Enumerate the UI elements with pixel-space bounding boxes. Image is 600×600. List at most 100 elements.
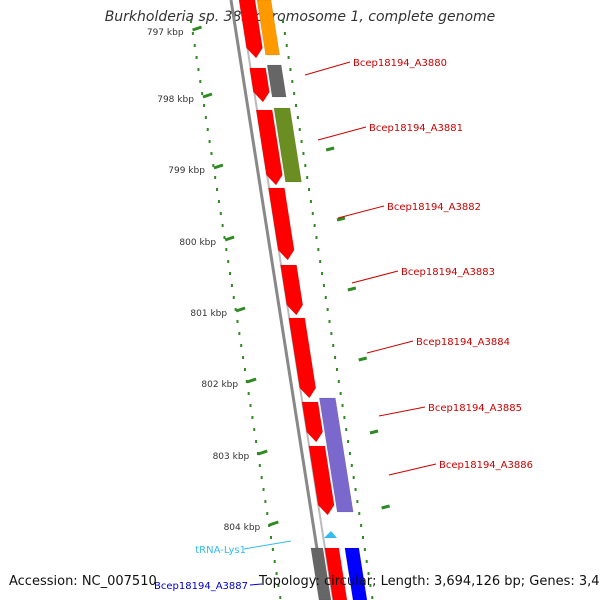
ruler-dot bbox=[195, 56, 198, 59]
ruler-dot bbox=[253, 428, 256, 431]
minor-tick-dot bbox=[334, 356, 337, 359]
minor-tick-dot bbox=[295, 104, 298, 107]
gene-label: Bcep18194_A3880 bbox=[353, 58, 447, 69]
gene-label: Bcep18194_A3882 bbox=[387, 202, 481, 213]
ruler-dot bbox=[191, 32, 194, 35]
minor-tick-dot bbox=[330, 332, 333, 335]
trna-marker bbox=[324, 531, 337, 538]
accession-text: Accession: NC_007510 bbox=[9, 574, 157, 589]
major-tick bbox=[257, 449, 268, 456]
minor-tick-dot bbox=[291, 80, 294, 83]
gene-arrow bbox=[255, 109, 283, 186]
ruler-dot bbox=[249, 404, 252, 407]
label-leader-line bbox=[351, 270, 399, 284]
ruler-dot bbox=[242, 356, 245, 359]
tick-label: 802 kbp bbox=[201, 380, 238, 390]
major-tick bbox=[192, 25, 203, 32]
minor-tick-dot bbox=[326, 308, 329, 311]
major-tick bbox=[235, 306, 246, 313]
ruler-dot bbox=[262, 488, 265, 491]
label-leader-line bbox=[337, 205, 385, 219]
minor-tick-dot bbox=[360, 524, 363, 527]
ruler-dot bbox=[217, 200, 220, 203]
ruler-dot bbox=[204, 116, 207, 119]
genome-summary-text: Topology: circular; Length: 3,694,126 bp… bbox=[259, 574, 600, 589]
gene-arrow bbox=[301, 401, 323, 443]
minor-tick-dot bbox=[337, 380, 340, 383]
major-tick-right bbox=[358, 356, 368, 362]
minor-tick-dot bbox=[309, 200, 312, 203]
gene-label: tRNA-Lys1 bbox=[195, 545, 246, 556]
minor-tick-dot bbox=[369, 584, 372, 587]
label-leader-line bbox=[304, 61, 351, 76]
minor-tick-dot bbox=[367, 572, 370, 575]
tick-label: 800 kbp bbox=[179, 238, 216, 248]
gene-arrow-highlight bbox=[344, 547, 368, 600]
ruler-dot bbox=[271, 548, 274, 551]
minor-tick-dot bbox=[293, 92, 296, 95]
ruler-dot bbox=[251, 416, 254, 419]
major-tick bbox=[213, 163, 224, 170]
minor-tick-dot bbox=[354, 488, 357, 491]
minor-tick-dot bbox=[361, 536, 364, 539]
gene-box bbox=[273, 107, 302, 183]
major-tick-right bbox=[369, 429, 379, 435]
gene-arrow bbox=[324, 547, 348, 600]
minor-tick-dot bbox=[308, 188, 311, 191]
ruler-dot bbox=[264, 500, 267, 503]
tick-label: 799 kbp bbox=[168, 166, 205, 176]
label-leader-line bbox=[249, 583, 263, 586]
gene-box bbox=[256, 0, 280, 56]
backbone-line bbox=[229, 0, 327, 600]
minor-tick-dot bbox=[304, 164, 307, 167]
major-tick-right bbox=[325, 146, 335, 152]
ruler-dot bbox=[269, 536, 272, 539]
major-tick bbox=[202, 92, 213, 99]
major-tick bbox=[268, 520, 279, 527]
minor-tick-dot bbox=[352, 476, 355, 479]
gene-label: Bcep18194_A3887 bbox=[154, 581, 248, 592]
gene-arrow bbox=[288, 317, 317, 399]
ruler-dot bbox=[201, 92, 204, 95]
ruler-dot bbox=[255, 440, 258, 443]
label-leader-line bbox=[366, 340, 414, 354]
ruler-dot bbox=[203, 104, 206, 107]
ruler-dot bbox=[212, 164, 215, 167]
ruler-dot bbox=[260, 476, 263, 479]
ruler-dot bbox=[216, 188, 219, 191]
major-tick-right bbox=[336, 216, 346, 222]
ruler-dot bbox=[240, 344, 243, 347]
minor-tick-dot bbox=[339, 392, 342, 395]
minor-tick-dot bbox=[345, 428, 348, 431]
minor-tick-dot bbox=[328, 320, 331, 323]
gene-arrow bbox=[268, 187, 295, 261]
ruler-dot bbox=[277, 584, 280, 587]
ruler-dot bbox=[221, 224, 224, 227]
map-title: Burkholderia sp. 383 chromosome 1, compl… bbox=[104, 9, 496, 25]
gene-label: Bcep18194_A3886 bbox=[439, 460, 533, 471]
ruler-dot bbox=[266, 512, 269, 515]
ruler-dot bbox=[210, 152, 213, 155]
minor-tick-dot bbox=[365, 560, 368, 563]
gene-label: Bcep18194_A3885 bbox=[428, 403, 522, 414]
ruler-dot bbox=[247, 392, 250, 395]
minor-tick-dot bbox=[335, 368, 338, 371]
tick-label: 804 kbp bbox=[224, 523, 261, 533]
minor-tick-dot bbox=[348, 452, 351, 455]
minor-tick-dot bbox=[283, 32, 286, 35]
label-leader-line bbox=[317, 126, 367, 141]
ruler-dot bbox=[243, 368, 246, 371]
gene-arrow bbox=[238, 0, 263, 59]
minor-tick-dot bbox=[287, 56, 290, 59]
ruler-dot bbox=[223, 236, 226, 239]
minor-tick-dot bbox=[350, 464, 353, 467]
minor-tick-dot bbox=[347, 440, 350, 443]
minor-tick-dot bbox=[289, 68, 292, 71]
label-leader-line bbox=[378, 406, 426, 417]
ruler-dot bbox=[219, 212, 222, 215]
gene-arrow bbox=[308, 445, 335, 516]
minor-tick-dot bbox=[363, 548, 366, 551]
major-tick bbox=[224, 235, 235, 242]
ruler-dot bbox=[225, 248, 228, 251]
